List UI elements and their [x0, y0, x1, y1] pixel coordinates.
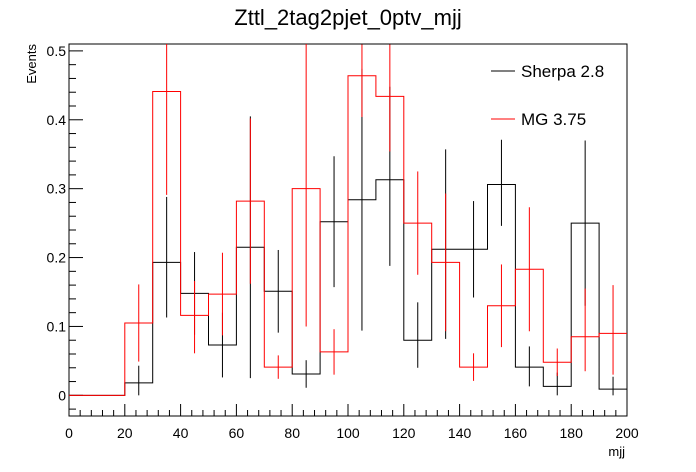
x-tick-label: 80	[284, 425, 300, 441]
y-axis: 0 0.1 0.2 0.3 0.4 0.5	[47, 43, 83, 410]
x-axis-label: mjj	[608, 444, 625, 459]
x-tick-label: 180	[560, 425, 584, 441]
series-1	[69, 44, 627, 396]
x-tick-label: 40	[173, 425, 189, 441]
y-axis-label: Events	[24, 44, 39, 84]
y-tick-label: 0	[58, 387, 66, 403]
x-tick-label: 0	[65, 425, 73, 441]
legend-label: Sherpa 2.8	[521, 62, 604, 81]
legend-label: MG 3.75	[521, 110, 586, 129]
x-tick-label: 140	[448, 425, 472, 441]
x-tick-label: 120	[392, 425, 416, 441]
legend: Sherpa 2.8 MG 3.75	[327, 43, 604, 129]
x-axis: 0 20 40 60 80 100 120 140 160 180 200	[65, 404, 639, 441]
chart-title: Zttl_2tag2pjet_0ptv_mjj	[234, 5, 461, 30]
x-tick-label: 60	[229, 425, 245, 441]
x-tick-label: 100	[336, 425, 360, 441]
y-tick-label: 0.5	[47, 43, 67, 59]
y-tick-label: 0.1	[47, 318, 67, 334]
x-tick-label: 20	[117, 425, 133, 441]
y-tick-label: 0.2	[47, 250, 67, 266]
histogram-steps	[69, 75, 627, 396]
x-tick-label: 200	[615, 425, 639, 441]
y-tick-label: 0.4	[47, 112, 67, 128]
y-tick-label: 0.3	[47, 181, 67, 197]
series-layer	[69, 44, 627, 396]
x-tick-label: 160	[504, 425, 528, 441]
